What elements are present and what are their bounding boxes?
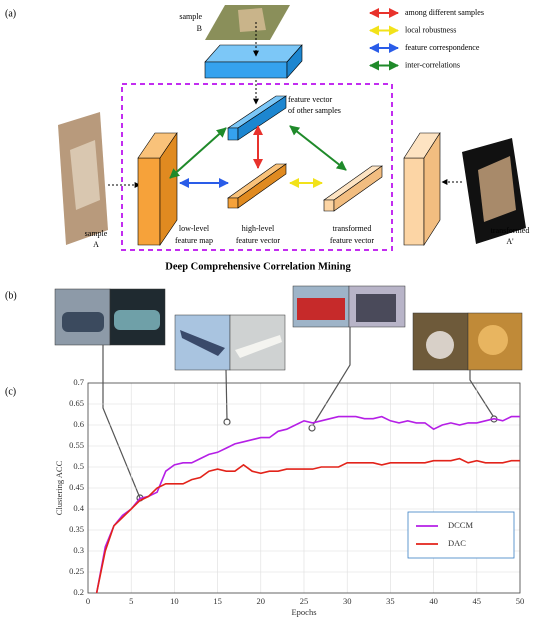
low-level-map — [137, 157, 161, 246]
x-tick-label: 15 — [213, 596, 222, 606]
transformed-map — [403, 157, 425, 246]
legend-label: inter-correlations — [405, 60, 460, 69]
label: of other samples — [288, 106, 341, 115]
x-tick-label: 35 — [386, 596, 395, 606]
label: feature vector — [236, 236, 281, 245]
label: A — [93, 240, 99, 249]
label: sample — [85, 229, 108, 238]
image-detail — [114, 310, 160, 330]
x-tick-label: 30 — [343, 596, 352, 606]
x-tick-label: 50 — [516, 596, 525, 606]
y-tick-label: 0.4 — [73, 503, 84, 513]
chart: 0.2 0.25 0.3 0.35 0.4 0.45 0.5 0.55 0.6 0.65 0.7 0 5… — [54, 377, 524, 617]
label: feature vector — [288, 95, 333, 104]
y-tick-label: 0.5 — [73, 461, 84, 471]
image-detail — [180, 330, 225, 356]
label: feature vector — [330, 236, 375, 245]
transformed-map — [423, 131, 441, 247]
y-tick-label: 0.2 — [73, 587, 84, 597]
y-tick-label: 0.45 — [69, 482, 84, 492]
x-tick-label: 5 — [129, 596, 133, 606]
x-tick-label: 20 — [257, 596, 266, 606]
label: feature map — [175, 236, 213, 245]
data-line — [95, 457, 520, 594]
image-detail — [235, 335, 282, 358]
callout-line — [469, 370, 494, 417]
y-tick-label: 0.6 — [73, 419, 84, 429]
plot-frame — [87, 382, 521, 594]
x-tick-label: 45 — [473, 596, 482, 606]
image-detail — [478, 325, 508, 355]
legend-label: local robustness — [405, 25, 456, 34]
image-detail — [62, 312, 104, 332]
sample-images — [54, 285, 523, 502]
x-tick-label: 40 — [429, 596, 438, 606]
callout-line — [225, 369, 228, 421]
feature-slab — [286, 44, 303, 79]
callout-line — [102, 345, 141, 499]
label: low-level — [179, 224, 210, 233]
image-detail — [238, 8, 266, 32]
legend-label: feature correspondence — [405, 43, 480, 52]
label: transformed — [491, 226, 530, 235]
x-tick-label: 0 — [86, 596, 90, 606]
label: transformed — [333, 224, 372, 233]
inter-arrow — [169, 127, 227, 179]
high-level-vector — [227, 197, 239, 209]
other-vector — [237, 95, 287, 141]
data-line — [95, 415, 520, 594]
y-tick-label: 0.7 — [73, 377, 84, 387]
label: sample — [179, 12, 202, 21]
inter-arrow — [289, 125, 347, 171]
diagram — [58, 5, 526, 251]
y-tick-label: 0.25 — [69, 566, 84, 576]
image-detail — [297, 298, 345, 320]
panel-label: (a) — [5, 8, 16, 19]
image-detail — [478, 156, 516, 222]
y-tick-label: 0.65 — [69, 398, 84, 408]
label: A' — [506, 237, 514, 246]
legend-box — [407, 511, 515, 559]
feature-slab — [204, 44, 303, 63]
legend-label: among different samples — [405, 8, 484, 17]
x-tick-label: 10 — [170, 596, 179, 606]
callout-point — [308, 424, 316, 432]
image-detail — [356, 294, 396, 322]
image-detail — [426, 331, 454, 359]
y-tick-label: 0.35 — [69, 524, 84, 534]
transformed-vector — [333, 165, 383, 212]
transformed-vector — [323, 199, 335, 212]
y-tick-label: 0.55 — [69, 440, 84, 450]
other-vector — [227, 127, 239, 141]
label: high-level — [242, 224, 275, 233]
high-level-vector — [237, 163, 287, 209]
diagram-legend: among different samples local robustness f… — [369, 8, 484, 71]
panel-label: (b) — [5, 290, 17, 301]
x-axis-label: Epochs — [291, 607, 316, 617]
diagram-title: Deep Comprehensive Correlation Mining — [165, 261, 351, 272]
legend-label: DAC — [448, 538, 466, 548]
legend-label: DCCM — [448, 520, 473, 530]
label: B — [197, 24, 202, 33]
callout-line — [312, 327, 351, 426]
x-tick-label: 25 — [300, 596, 309, 606]
panel-label: (c) — [5, 386, 16, 397]
feature-slab — [204, 61, 288, 79]
y-axis-label: Clustering ACC — [54, 460, 64, 515]
y-tick-label: 0.3 — [73, 545, 84, 555]
image-detail — [70, 140, 100, 210]
dccm-box — [121, 83, 393, 251]
